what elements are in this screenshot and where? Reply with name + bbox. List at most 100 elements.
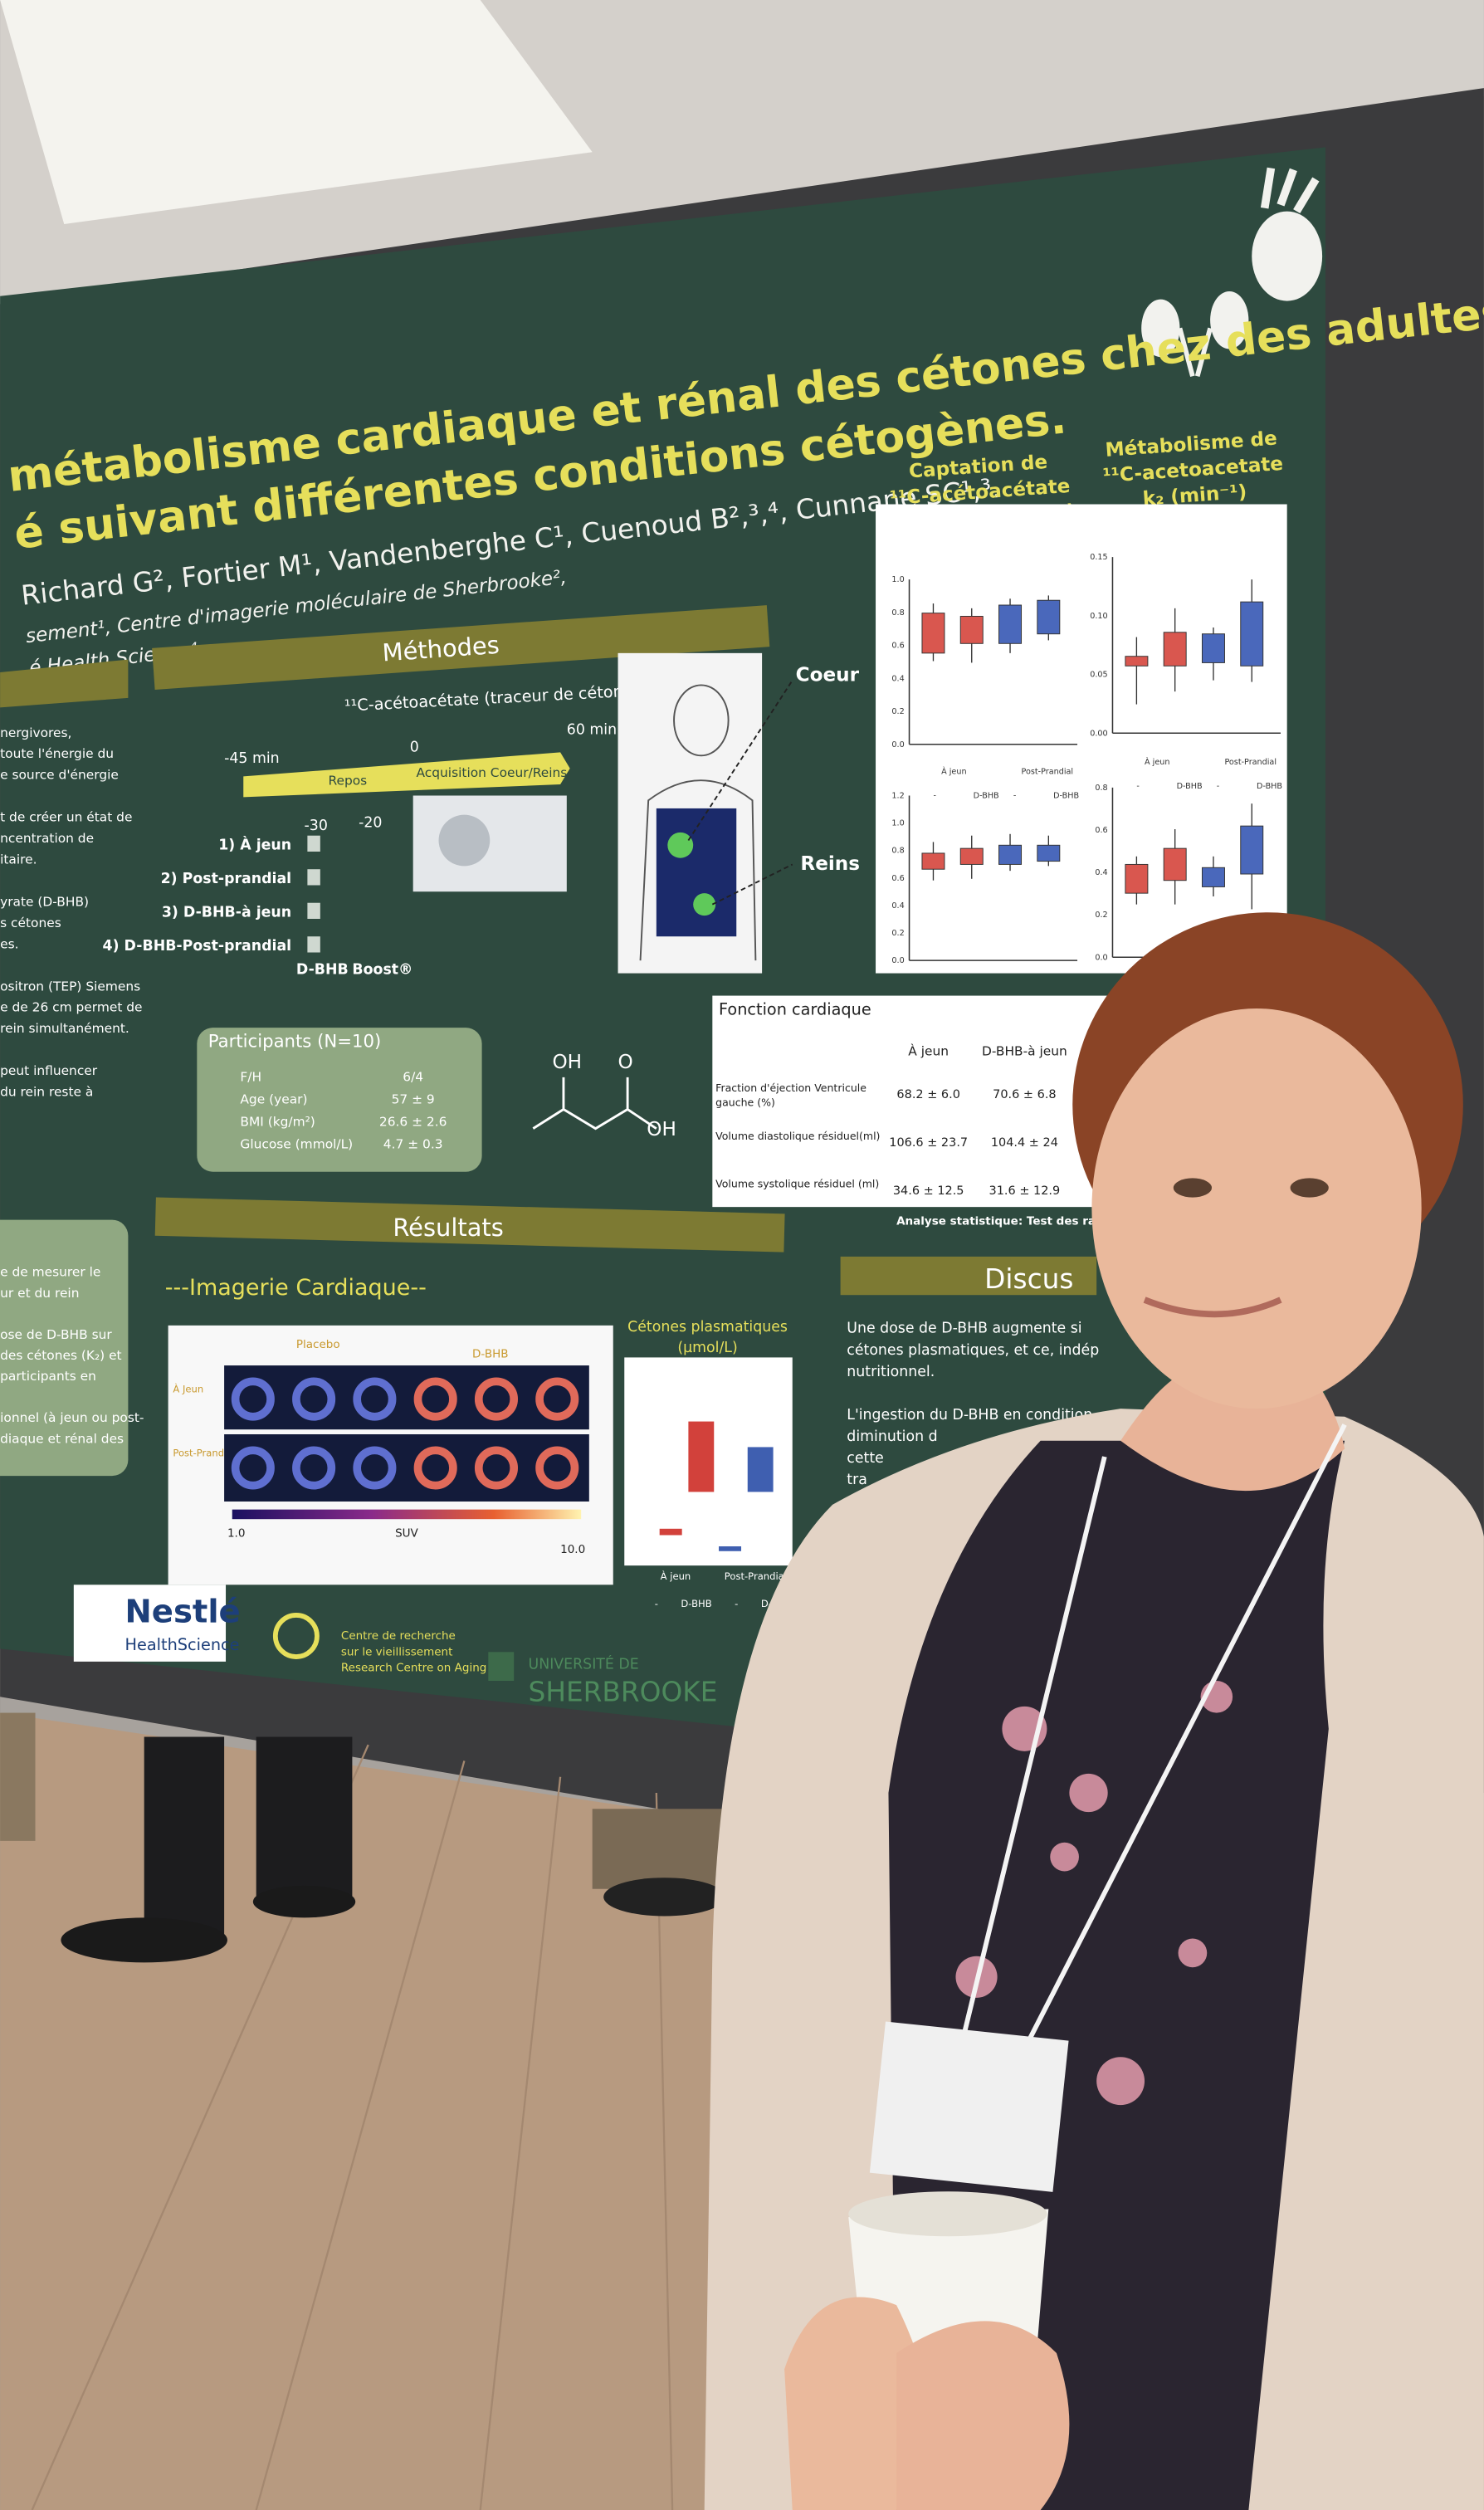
imaging-title: ---Imagerie Cardiaque-- — [165, 1275, 427, 1301]
tick-label: 0.2 — [1095, 911, 1107, 920]
cardiac-header: D-BHB-à jeun — [982, 1044, 1067, 1059]
box — [1240, 601, 1264, 667]
intro-line: nergivores, — [0, 725, 71, 740]
nestle-logo — [73, 1585, 227, 1662]
box — [1163, 847, 1187, 881]
heart-slice — [535, 1377, 579, 1421]
kidney-icon — [1141, 299, 1180, 358]
participants-table: F/H 6/4 Age (year) 57 ± 9 BMI (kg/m²) 26.6 ± … — [240, 1069, 447, 1151]
intro-line: rein simultanément. — [0, 1021, 129, 1036]
box — [1125, 656, 1149, 667]
time-label: -30 — [305, 818, 328, 834]
group-cell: D-BHB — [1257, 782, 1282, 791]
condition-label: 4) D-BHB-Post-prandial — [103, 938, 292, 955]
box — [1201, 633, 1225, 663]
group-cell: D-BHB — [1177, 782, 1203, 791]
pet-scanner-ring — [438, 814, 491, 867]
kidney-scan — [693, 893, 716, 916]
body-scan — [656, 808, 737, 937]
bg-person-leg — [592, 1809, 737, 1889]
pointer-line — [711, 863, 793, 906]
intro-line: du rein reste à — [0, 1085, 93, 1100]
participants-cell: F/H — [240, 1069, 261, 1084]
cardiac-row-label: Volume systolique résiduel (ml) — [715, 1178, 879, 1190]
participants-title: Participants (N=10) — [208, 1031, 381, 1052]
group-label: À jeun — [1145, 756, 1169, 767]
molecule-atom: OH — [647, 1119, 676, 1140]
participants-cell: 6/4 — [403, 1069, 423, 1084]
group-cell: - — [1136, 782, 1139, 791]
molecule-atom: O — [618, 1052, 633, 1073]
heart-slices — [231, 1377, 579, 1490]
tick-label: 0.6 — [891, 642, 904, 651]
cardiac-row-label: Fraction d'éjection Ventricule — [715, 1082, 866, 1094]
intro-line: yrate (D-BHB) — [0, 894, 89, 909]
body-head — [673, 684, 730, 757]
cardiac-title: Fonction cardiaque — [719, 999, 871, 1018]
heart-slice — [353, 1377, 397, 1421]
tick-label: 0.4 — [891, 674, 904, 683]
heart-scan — [667, 832, 694, 858]
eye — [1290, 1178, 1329, 1198]
tick-label: 0.2 — [891, 707, 904, 716]
cdr-logo — [272, 1613, 320, 1659]
charts-panel — [876, 504, 1287, 974]
ceiling-light — [0, 0, 593, 224]
heart-slice — [353, 1446, 397, 1490]
condition-icon — [307, 902, 320, 919]
discussion-header: Discus — [984, 1263, 1073, 1295]
intro-line: e de 26 cm permet de — [0, 1000, 142, 1015]
discussion-text: Une dose de D-BHB augmente si cétones pla… — [847, 1321, 1099, 1488]
ketones-title-line: Cétones plasmatiques — [627, 1319, 788, 1336]
box — [1125, 863, 1149, 894]
cdr-logo-text: Centre de recherche sur le vieillissement… — [341, 1629, 486, 1675]
pet-scanner — [412, 795, 567, 892]
intro-line: toute l'énergie du — [0, 746, 114, 761]
time-label: 60 min — [567, 721, 617, 738]
heart-slice — [535, 1446, 579, 1490]
body-outline — [639, 779, 757, 961]
tick-label: 0.8 — [1095, 784, 1107, 793]
objective-line: des cétones (K₂) et — [0, 1348, 121, 1363]
participants-box — [197, 1028, 482, 1172]
objective-line: diaque et rénal des — [0, 1431, 124, 1446]
ketones-title-line: (µmol/L) — [677, 1340, 737, 1356]
tick-label: 0.0 — [891, 740, 904, 750]
time-label: -20 — [359, 814, 382, 831]
suv-label: SUV — [395, 1527, 418, 1541]
discussion-line: diminution d — [847, 1428, 937, 1445]
methods-block: Méthodes — [152, 605, 770, 690]
tick-label: 0.6 — [891, 874, 904, 883]
intro-line: es. — [0, 936, 18, 951]
tick-label: 0.8 — [891, 608, 904, 618]
tick-label: 1.0 — [891, 819, 904, 828]
stats-note: Analyse statistique: Test des ran — [896, 1214, 1104, 1228]
bg-person-shoe — [252, 1885, 356, 1918]
box — [1201, 867, 1225, 887]
lanyard — [958, 1423, 1347, 2050]
eye — [1173, 1178, 1213, 1198]
tick-label: 0.15 — [1090, 553, 1107, 562]
participants-cell: BMI (kg/m²) — [240, 1114, 315, 1129]
participants-cell: 4.7 ± 0.3 — [383, 1136, 443, 1151]
tick-label: 0.05 — [1090, 671, 1107, 680]
suv-scale — [232, 1509, 582, 1520]
time-label: 0 — [410, 740, 419, 756]
intro-line: ositron (TEP) Siemens — [0, 979, 140, 994]
mouth — [1143, 1297, 1282, 1318]
imaging-label: Placebo — [296, 1338, 340, 1351]
cardiac-table-panel — [712, 995, 1113, 1208]
condition-icon — [307, 835, 320, 852]
cardiac-cell: 31.6 ± 12.9 — [989, 1184, 1061, 1198]
objective-line: e de mesurer le — [0, 1265, 100, 1280]
hand — [896, 2321, 1070, 2510]
ketone-cell: D-BHB — [681, 1598, 711, 1609]
heart-vessels — [1260, 167, 1320, 214]
tick-label: 0.8 — [891, 847, 904, 856]
ketone-cell: - — [735, 1598, 738, 1609]
pet-images — [224, 1434, 589, 1502]
heart-slice — [292, 1377, 336, 1421]
ketone-box — [688, 1421, 715, 1492]
logo-text: HealthScience — [125, 1635, 240, 1654]
tick-label: 1.2 — [891, 792, 904, 801]
